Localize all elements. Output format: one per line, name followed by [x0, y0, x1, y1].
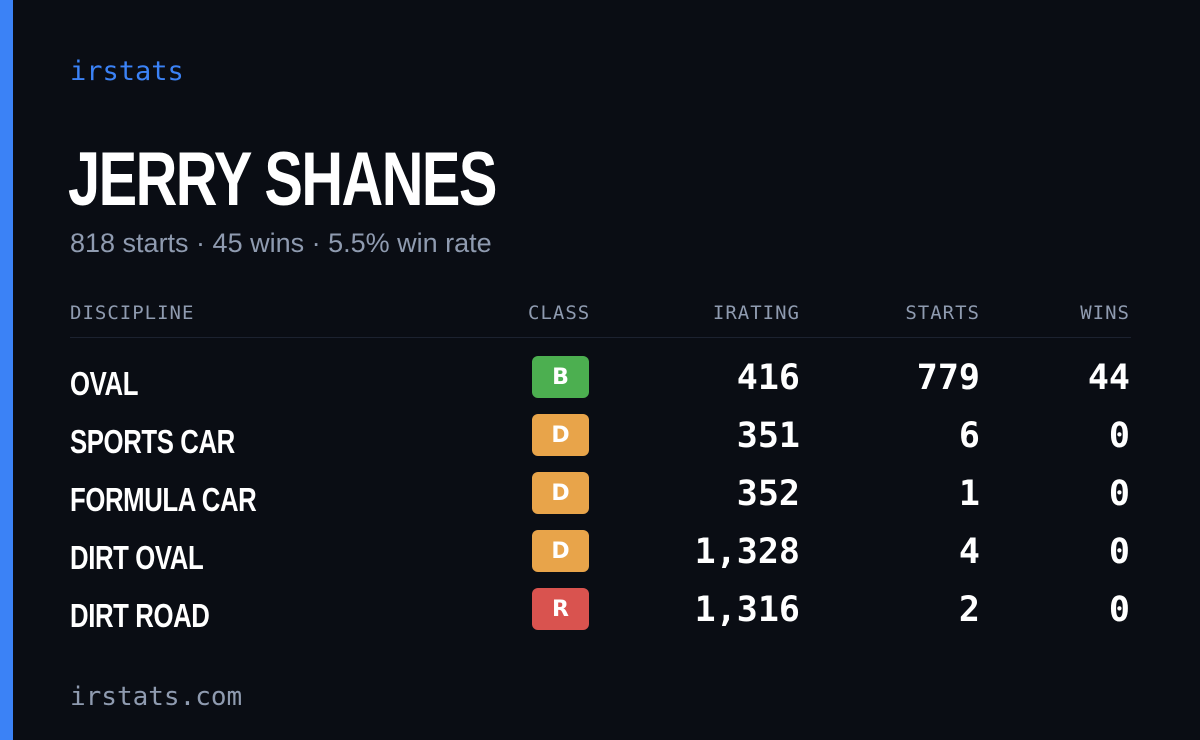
header-discipline: DISCIPLINE [70, 302, 195, 324]
starts-value: 4 [958, 532, 980, 572]
irating-value: 1,316 [694, 590, 800, 630]
driver-summary: 818 starts · 45 wins · 5.5% win rate [70, 228, 492, 258]
irating-value: 416 [736, 358, 800, 398]
irating-value: 1,328 [694, 532, 800, 572]
starts-value: 2 [958, 590, 980, 630]
header-wins: WINS [1080, 302, 1130, 324]
driver-name: JERRY SHANES [68, 137, 497, 222]
table-row: FORMULA CAR D 352 1 0 [70, 470, 1131, 528]
discipline-name: FORMULA CAR [70, 481, 257, 518]
class-badge: D [532, 530, 589, 572]
brand-logo: irstats [70, 56, 184, 87]
class-badge: R [532, 588, 589, 630]
class-badge: B [532, 356, 589, 398]
wins-value: 0 [1108, 474, 1130, 514]
discipline-name: OVAL [70, 365, 139, 402]
wins-value: 0 [1108, 590, 1130, 630]
wins-value: 44 [1087, 358, 1130, 398]
irating-value: 351 [736, 416, 800, 456]
wins-value: 0 [1108, 416, 1130, 456]
discipline-name: DIRT ROAD [70, 597, 210, 634]
footer-url: irstats.com [70, 682, 243, 712]
accent-bar [0, 0, 13, 740]
class-badge: D [532, 472, 589, 514]
table-row: OVAL B 416 779 44 [70, 354, 1131, 412]
wins-value: 0 [1108, 532, 1130, 572]
starts-value: 779 [916, 358, 980, 398]
table-body: OVAL B 416 779 44 SPORTS CAR D 351 6 0 F… [70, 338, 1131, 644]
irating-value: 352 [736, 474, 800, 514]
table-row: DIRT ROAD R 1,316 2 0 [70, 586, 1131, 644]
table-row: DIRT OVAL D 1,328 4 0 [70, 528, 1131, 586]
table-row: SPORTS CAR D 351 6 0 [70, 412, 1131, 470]
header-irating: IRATING [712, 302, 800, 324]
class-badge: D [532, 414, 589, 456]
discipline-name: SPORTS CAR [70, 423, 235, 460]
starts-value: 6 [958, 416, 980, 456]
header-starts: STARTS [905, 302, 980, 324]
starts-value: 1 [958, 474, 980, 514]
table-header: DISCIPLINE CLASS IRATING STARTS WINS [70, 296, 1131, 338]
stats-table: DISCIPLINE CLASS IRATING STARTS WINS OVA… [70, 296, 1131, 644]
discipline-name: DIRT OVAL [70, 539, 204, 576]
header-class: CLASS [528, 302, 591, 324]
